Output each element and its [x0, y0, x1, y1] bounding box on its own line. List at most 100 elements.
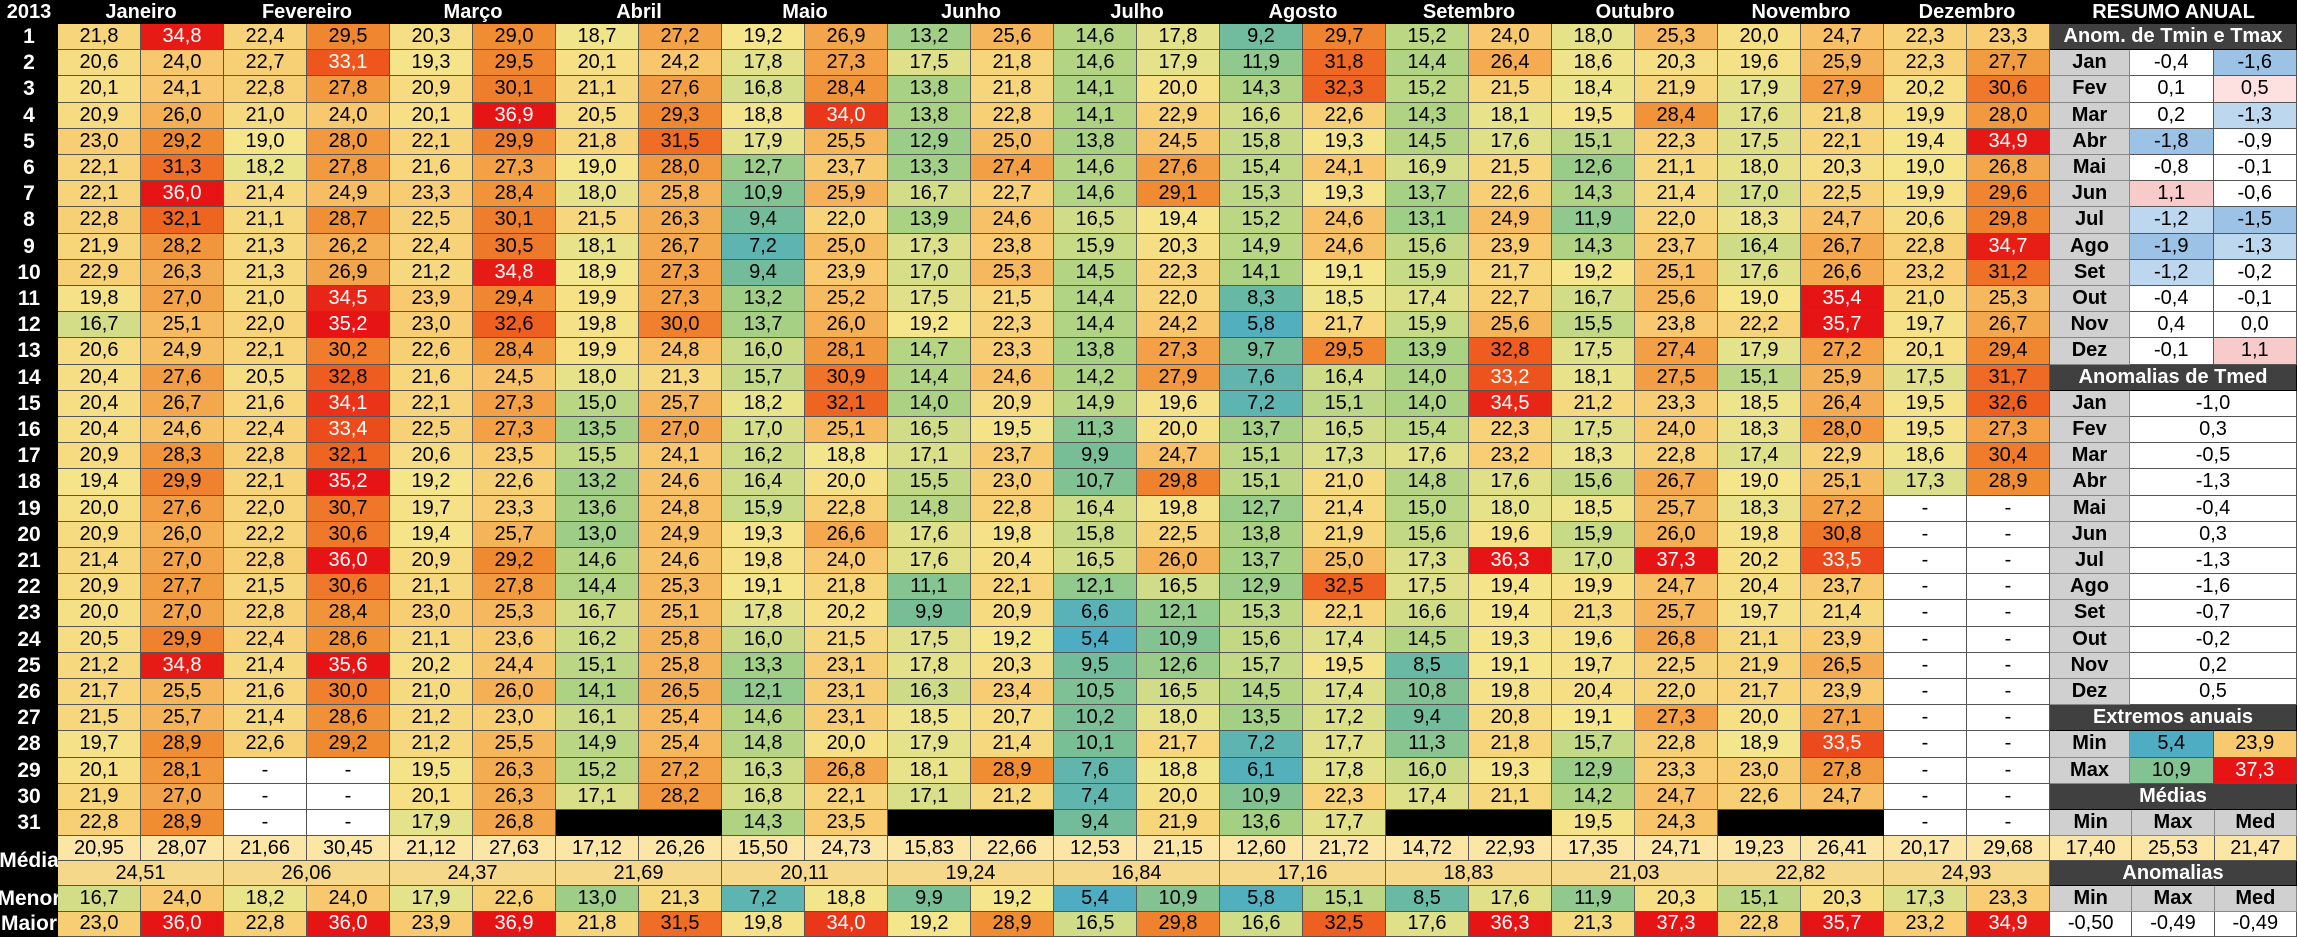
day-cell: 17,5	[1884, 364, 1967, 391]
day-cell: 13,2	[722, 286, 805, 313]
day-cell: 18,2	[224, 155, 307, 182]
day-cell: 22,7	[224, 50, 307, 77]
media-cell: 24,71	[1635, 836, 1718, 862]
day-cell: 37,3	[1635, 548, 1718, 575]
maior-cell: 17,6	[1386, 911, 1469, 937]
day-cell: 21,9	[58, 233, 141, 260]
day-cell: 24,0	[805, 548, 888, 575]
day-cell: 14,0	[888, 390, 971, 417]
day-cell: 27,5	[1635, 364, 1718, 391]
day-cell: 30,8	[1801, 521, 1884, 548]
anom-tmax-cell: -1,6	[2213, 50, 2297, 77]
maior-cell: 23,2	[1884, 911, 1967, 937]
day-cell: 29,2	[473, 548, 556, 575]
day-cell: 26,6	[1801, 259, 1884, 286]
day-cell: 19,0	[556, 155, 639, 182]
day-cell: 14,2	[1552, 783, 1635, 810]
day-cell: 24,9	[1469, 207, 1552, 234]
day-cell: 28,0	[307, 128, 390, 155]
menor-cell: 13,0	[556, 886, 639, 912]
day-cell: 24,8	[639, 338, 722, 365]
day-cell: 21,4	[971, 731, 1054, 758]
day-cell: 34,8	[473, 259, 556, 286]
day-cell: 20,6	[58, 50, 141, 77]
month-header: Novembro	[1718, 0, 1884, 24]
media-tmed-cell: 22,82	[1718, 861, 1884, 887]
media-cell: 21,66	[224, 836, 307, 862]
day-cell: 24,2	[639, 50, 722, 77]
day-cell: 17,8	[1303, 757, 1386, 784]
maior-cell: 36,0	[307, 911, 390, 937]
day-cell: 5,8	[1220, 312, 1303, 339]
day-cell: 12,1	[722, 679, 805, 706]
day-cell: 16,7	[556, 600, 639, 627]
maior-cell: 23,0	[58, 911, 141, 937]
day-cell: 24,6	[639, 548, 722, 575]
day-cell: 14,8	[722, 731, 805, 758]
day-cell: 13,9	[888, 207, 971, 234]
day-cell: 20,9	[390, 76, 473, 103]
day-cell: -	[1967, 783, 2050, 810]
day-cell: 16,5	[1303, 417, 1386, 444]
day-cell: 21,6	[224, 390, 307, 417]
anom-tmin-cell: -0,1	[2130, 338, 2214, 365]
day-cell: 19,5	[390, 757, 473, 784]
day-cell: 18,0	[1469, 495, 1552, 522]
day-cell: 29,8	[1137, 469, 1220, 496]
day-cell: 16,7	[58, 312, 141, 339]
day-cell: 10,9	[1220, 783, 1303, 810]
day-cell: 30,6	[307, 521, 390, 548]
day-cell: 29,5	[473, 50, 556, 77]
day-label: 21	[0, 548, 58, 575]
menor-cell: 5,8	[1220, 886, 1303, 912]
day-cell: 18,7	[556, 24, 639, 51]
day-cell: 24,3	[1635, 810, 1718, 837]
day-cell: 17,5	[888, 626, 971, 653]
day-cell: 24,7	[1801, 207, 1884, 234]
day-cell: 19,0	[1718, 286, 1801, 313]
day-cell: 23,2	[1884, 259, 1967, 286]
day-cell: 19,9	[1884, 102, 1967, 129]
day-cell: 19,5	[1552, 810, 1635, 837]
day-cell: 26,6	[805, 521, 888, 548]
day-cell: 19,2	[888, 312, 971, 339]
day-cell: 9,4	[1054, 810, 1137, 837]
anom-tmin-cell: -0,4	[2130, 286, 2214, 313]
day-cell: 6,1	[1220, 757, 1303, 784]
tmed-anom-cell: -0,4	[2130, 495, 2297, 522]
day-cell: 17,9	[1718, 76, 1801, 103]
day-cell: 15,9	[1386, 259, 1469, 286]
maior-cell: 19,8	[722, 911, 805, 937]
day-cell: 18,6	[1884, 443, 1967, 470]
day-label: 9	[0, 233, 58, 260]
anom-month-label: Abr	[2050, 128, 2130, 155]
day-cell: 14,2	[1054, 364, 1137, 391]
day-cell: 19,2	[722, 24, 805, 51]
day-cell: 17,3	[1303, 443, 1386, 470]
anom-tmax-cell: 0,5	[2213, 76, 2297, 103]
day-cell: 14,9	[1220, 233, 1303, 260]
day-cell: 30,0	[639, 312, 722, 339]
day-cell: 30,0	[307, 679, 390, 706]
anom-month-label: Ago	[2050, 233, 2130, 260]
day-cell: 22,1	[971, 574, 1054, 601]
day-cell: 23,8	[1635, 312, 1718, 339]
day-cell: 20,6	[390, 443, 473, 470]
media-tmed-cell: 26,06	[224, 861, 390, 887]
day-cell: 19,8	[722, 548, 805, 575]
day-cell: 29,4	[473, 286, 556, 313]
day-cell: 23,3	[971, 338, 1054, 365]
day-cell: 21,4	[1801, 600, 1884, 627]
day-cell: 16,4	[1054, 495, 1137, 522]
day-cell: 21,4	[1635, 181, 1718, 208]
day-cell: 15,9	[1552, 521, 1635, 548]
day-cell: 24,9	[639, 521, 722, 548]
day-cell: 19,8	[1469, 679, 1552, 706]
day-cell: 22,9	[1137, 102, 1220, 129]
day-cell: 13,5	[1220, 705, 1303, 732]
day-cell: 22,0	[805, 207, 888, 234]
day-cell: 21,9	[1137, 810, 1220, 837]
day-label: 14	[0, 364, 58, 391]
day-cell: 18,6	[1552, 50, 1635, 77]
day-cell: 29,0	[473, 24, 556, 51]
